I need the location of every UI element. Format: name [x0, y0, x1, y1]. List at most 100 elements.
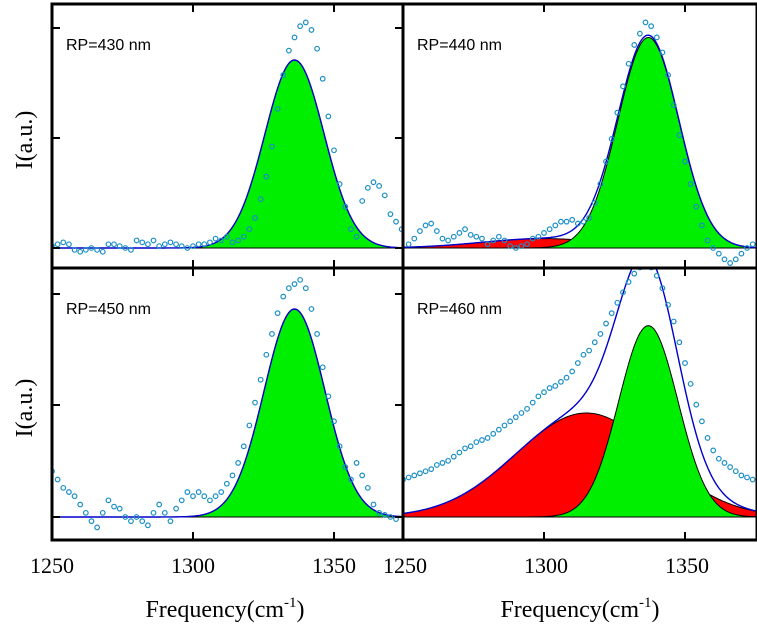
- data-point: [173, 505, 179, 512]
- data-point: [529, 399, 536, 406]
- data-point: [173, 241, 179, 248]
- panel-3: RP=450 nm: [50, 266, 405, 542]
- data-point: [687, 181, 694, 187]
- x-tick-label-right-1300: 1300: [524, 553, 568, 578]
- data-point: [512, 245, 519, 251]
- data-point: [376, 183, 383, 189]
- data-point: [524, 241, 530, 248]
- data-point: [370, 179, 377, 186]
- data-point: [381, 192, 388, 199]
- data-point: [417, 228, 423, 234]
- data-point: [285, 47, 292, 54]
- data-point: [207, 497, 213, 504]
- data-point: [490, 430, 497, 437]
- data-point: [144, 522, 151, 529]
- data-point: [541, 230, 547, 236]
- data-point: [331, 147, 337, 154]
- data-point: [518, 243, 525, 250]
- data-point: [184, 245, 191, 251]
- data-point: [620, 83, 626, 90]
- data-point: [727, 464, 734, 470]
- data-point: [144, 241, 151, 248]
- data-point: [94, 246, 101, 253]
- data-point: [558, 218, 564, 225]
- data-point: [569, 216, 576, 223]
- data-point: [99, 509, 106, 516]
- data-point: [269, 143, 275, 150]
- data-point: [710, 245, 717, 251]
- data-point: [314, 45, 320, 52]
- data-point: [212, 235, 219, 242]
- data-point: [359, 198, 366, 204]
- data-point: [715, 455, 722, 462]
- data-point: [207, 239, 213, 246]
- data-point: [122, 514, 129, 520]
- data-point: [512, 414, 519, 421]
- data-point: [462, 226, 468, 233]
- data-point: [710, 447, 717, 454]
- data-point: [558, 378, 564, 385]
- data-point: [139, 518, 146, 525]
- panel-plot-area-4: [403, 268, 757, 518]
- data-point: [569, 368, 576, 375]
- x-tick-label-right-1250: 1250: [383, 553, 427, 578]
- y-axis-label-top: I(a.u.): [12, 111, 38, 170]
- data-point: [235, 237, 242, 244]
- data-point: [665, 301, 671, 308]
- x-axis-label-left-suffix: ): [297, 597, 305, 623]
- data-point: [111, 241, 117, 248]
- data-point: [111, 503, 117, 510]
- data-point: [116, 505, 123, 512]
- data-point: [229, 472, 236, 479]
- data-point: [387, 211, 394, 218]
- data-point: [637, 268, 643, 271]
- data-point: [167, 518, 174, 525]
- data-point: [302, 19, 309, 26]
- data-point: [280, 293, 287, 300]
- data-point: [161, 241, 168, 248]
- panel-2: RP=440 nm: [401, 2, 757, 270]
- data-point: [122, 245, 129, 251]
- data-point: [749, 476, 756, 483]
- data-point: [336, 181, 343, 187]
- data-point: [184, 489, 191, 495]
- data-point: [597, 181, 604, 187]
- data-point: [699, 222, 705, 229]
- data-point: [353, 460, 360, 466]
- data-point: [359, 472, 366, 479]
- data-point: [252, 215, 258, 221]
- data-point: [715, 250, 722, 257]
- data-point: [190, 493, 196, 500]
- data-point: [370, 501, 377, 508]
- data-point: [614, 109, 621, 116]
- x-axis-label-right-main: Frequency(cm: [500, 597, 639, 623]
- data-point: [552, 383, 559, 389]
- data-point: [128, 518, 134, 525]
- data-point: [603, 320, 609, 327]
- data-point: [297, 276, 304, 283]
- data-point: [591, 339, 598, 346]
- data-point: [393, 218, 399, 225]
- data-point: [699, 418, 705, 425]
- data-point: [77, 501, 84, 508]
- data-point: [240, 443, 247, 450]
- data-point: [167, 239, 174, 246]
- data-point: [732, 256, 739, 263]
- data-point: [682, 158, 688, 165]
- data-point: [381, 512, 388, 518]
- data-point: [269, 331, 275, 337]
- data-point: [648, 268, 654, 271]
- data-point: [586, 347, 593, 354]
- data-point: [467, 231, 474, 238]
- component-fill-2: [403, 325, 757, 518]
- data-point: [501, 237, 508, 244]
- data-point: [336, 443, 343, 450]
- data-point: [428, 466, 435, 473]
- data-point: [552, 222, 559, 229]
- data-point: [212, 493, 219, 500]
- data-point: [603, 158, 609, 165]
- panel-label: RP=460 nm: [417, 301, 502, 318]
- data-point: [240, 233, 247, 240]
- data-point: [82, 246, 89, 253]
